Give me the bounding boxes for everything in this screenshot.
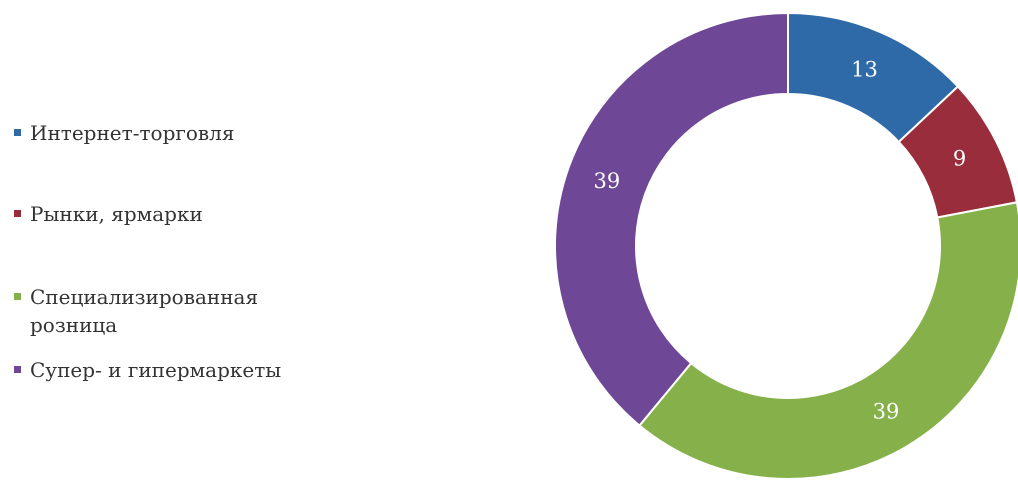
legend-label-supermarkets: Супер- и гипермаркеты [30, 358, 282, 382]
legend-label-markets: Рынки, ярмарки [30, 202, 203, 226]
legend-swatch-supermarkets [14, 366, 21, 373]
data-label-supermarkets: 39 [594, 169, 621, 193]
legend-swatch-markets [14, 210, 21, 217]
donut-slice-specialized [638, 201, 1018, 480]
legend-label-internet: Интернет-торговля [30, 121, 235, 145]
data-label-markets: 9 [953, 147, 966, 171]
donut-slice-supermarkets [554, 11, 789, 427]
legend-label-specialized: Специализированная розница [30, 285, 259, 337]
donut-data-labels: 13 9 39 39 [594, 57, 967, 423]
legend-item-specialized: Специализированная розница [0, 283, 340, 339]
legend-item-markets: Рынки, ярмарки [0, 200, 340, 228]
legend-item-supermarkets: Супер- и гипермаркеты [0, 356, 340, 384]
legend-swatch-internet [14, 129, 21, 136]
legend-swatch-specialized [14, 293, 21, 300]
data-label-internet: 13 [851, 57, 878, 81]
data-label-specialized: 39 [873, 400, 900, 424]
donut-slices [554, 11, 1018, 480]
legend-item-internet: Интернет-торговля [0, 119, 340, 147]
